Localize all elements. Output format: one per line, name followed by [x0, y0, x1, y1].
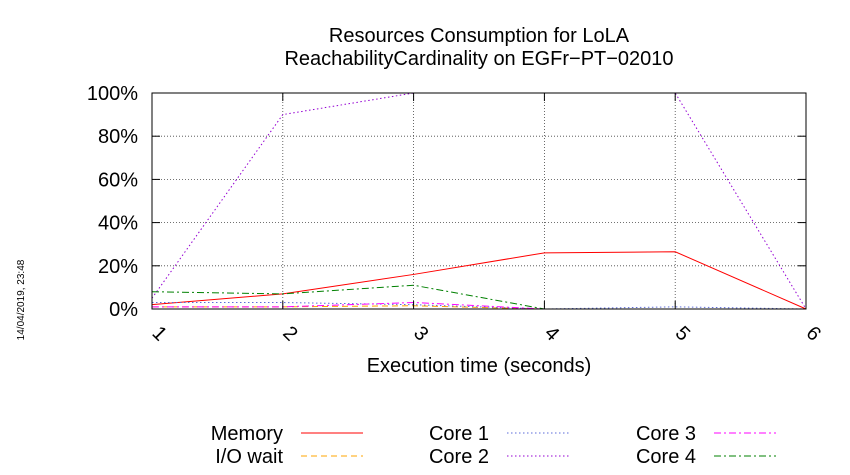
y-tick-label: 40%: [98, 213, 138, 235]
timestamp: 14/04/2019, 23:48: [16, 259, 27, 340]
series-line-core-3: [152, 302, 806, 310]
legend-label: Core 3: [636, 423, 696, 445]
series-line-core-1: [152, 302, 807, 310]
legend-label: Core 4: [636, 446, 696, 468]
series-line-core-2: [151, 92, 807, 310]
y-tick-label: 80%: [98, 126, 138, 148]
legend-label: I/O wait: [215, 446, 283, 468]
y-tick-label: 0%: [109, 299, 138, 321]
x-tick-label: 2: [278, 322, 301, 345]
tick-labels: 0% 20% 40% 60% 80% 100% 1 2 3 4 5 6: [87, 83, 825, 345]
series-line-core-4: [151, 284, 806, 310]
chart-title-line1: Resources Consumption for LoLA: [329, 25, 630, 47]
y-tick-label: 60%: [98, 169, 138, 191]
x-tick-label: 6: [802, 322, 825, 345]
x-tick-label: 4: [540, 322, 563, 345]
legend-label: Core 1: [429, 423, 489, 445]
y-tick-label: 100%: [87, 83, 138, 105]
series-lines: [151, 92, 807, 310]
x-tick-label: 1: [148, 322, 171, 345]
x-axis-label: Execution time (seconds): [367, 355, 592, 377]
grid: [151, 92, 807, 310]
chart-title-line2: ReachabilityCardinality on EGFr−PT−02010: [284, 48, 673, 70]
series-line-memory: [151, 251, 807, 310]
x-tick-label: 5: [671, 322, 694, 345]
plot-frame: [151, 92, 807, 310]
x-tick-label: 3: [409, 322, 432, 345]
y-tick-label: 20%: [98, 256, 138, 278]
legend-label: Memory: [211, 423, 283, 445]
legend-label: Core 2: [429, 446, 489, 468]
